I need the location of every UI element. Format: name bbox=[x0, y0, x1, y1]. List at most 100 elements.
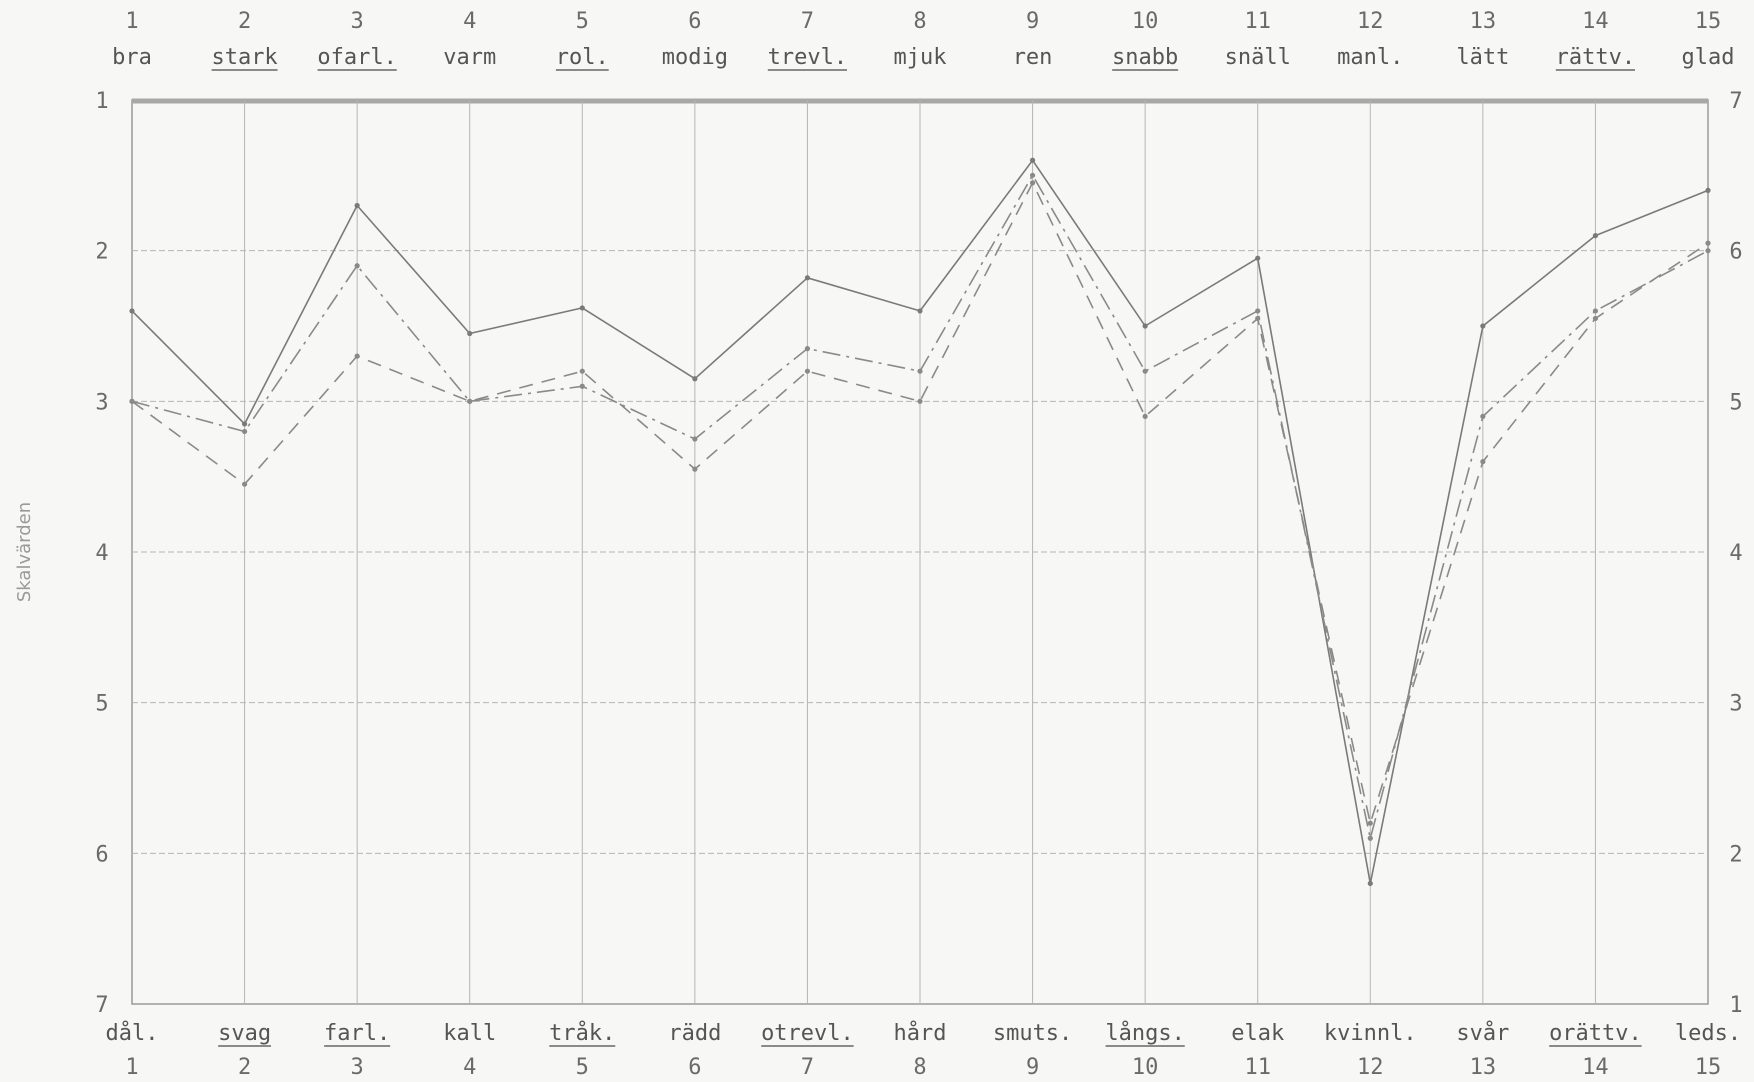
top-number: 12 bbox=[1357, 9, 1384, 34]
data-point-solid bbox=[129, 308, 135, 314]
top-word: rol. bbox=[556, 45, 609, 70]
bottom-number: 14 bbox=[1582, 1055, 1609, 1080]
data-point-dash-dot bbox=[354, 263, 360, 269]
data-point-dashed bbox=[692, 466, 698, 472]
bottom-word: tråk. bbox=[549, 1020, 615, 1046]
bottom-number: 12 bbox=[1357, 1055, 1384, 1080]
data-point-solid bbox=[1705, 187, 1711, 193]
data-point-dashed bbox=[241, 481, 248, 487]
bottom-number: 6 bbox=[688, 1055, 701, 1080]
top-word: snabb bbox=[1112, 45, 1178, 70]
bottom-number: 15 bbox=[1695, 1055, 1722, 1080]
top-number: 9 bbox=[1026, 9, 1039, 34]
data-point-dashed bbox=[917, 398, 923, 404]
top-word: modig bbox=[662, 45, 728, 70]
data-point-dashed bbox=[804, 368, 811, 374]
data-point-solid bbox=[692, 376, 698, 382]
data-point-solid bbox=[1592, 233, 1599, 239]
top-number: 10 bbox=[1132, 9, 1159, 34]
top-number: 1 bbox=[125, 9, 138, 34]
top-number: 2 bbox=[238, 9, 251, 34]
bottom-number: 4 bbox=[463, 1055, 476, 1080]
bottom-number: 9 bbox=[1026, 1055, 1039, 1080]
data-point-dashed bbox=[129, 398, 135, 404]
data-point-dash-dot bbox=[1367, 835, 1373, 841]
data-point-solid bbox=[1480, 323, 1486, 329]
series-layer bbox=[129, 157, 1711, 887]
top-word: glad bbox=[1682, 45, 1735, 70]
data-point-dash-dot bbox=[241, 428, 248, 435]
bottom-number: 2 bbox=[238, 1055, 251, 1080]
bottom-word: orättv. bbox=[1549, 1021, 1642, 1046]
data-point-dashed bbox=[354, 353, 360, 359]
bottom-word: långs. bbox=[1105, 1020, 1184, 1046]
bottom-word: svag bbox=[218, 1021, 271, 1046]
bottom-number: 1 bbox=[125, 1055, 138, 1080]
top-number: 14 bbox=[1582, 9, 1609, 34]
data-point-solid bbox=[579, 305, 585, 311]
top-word: stark bbox=[211, 45, 277, 70]
top-number: 11 bbox=[1244, 9, 1271, 34]
y-tick-left: 3 bbox=[95, 390, 108, 415]
bottom-word: elak bbox=[1231, 1021, 1284, 1046]
top-word: snäll bbox=[1225, 45, 1291, 70]
data-point-dashed bbox=[1705, 240, 1711, 246]
bottom-word: kvinnl. bbox=[1324, 1021, 1417, 1046]
data-point-dashed bbox=[1029, 180, 1036, 186]
data-point-dash-dot bbox=[579, 383, 585, 389]
y-tick-right: 7 bbox=[1729, 89, 1742, 114]
top-number: 4 bbox=[463, 9, 476, 34]
bottom-word: farl. bbox=[324, 1021, 390, 1046]
bottom-number: 5 bbox=[576, 1055, 589, 1080]
data-point-dashed bbox=[1480, 459, 1486, 465]
bottom-number: 3 bbox=[351, 1055, 364, 1080]
top-word: varm bbox=[443, 45, 496, 70]
top-number: 13 bbox=[1470, 9, 1497, 34]
data-point-dash-dot bbox=[804, 346, 811, 352]
data-point-dash-dot bbox=[1029, 172, 1036, 178]
bottom-word: hård bbox=[894, 1020, 947, 1046]
top-number: 5 bbox=[576, 9, 589, 34]
data-point-dashed bbox=[1592, 315, 1599, 322]
y-tick-right: 2 bbox=[1729, 842, 1742, 867]
bottom-number: 11 bbox=[1244, 1055, 1271, 1080]
y-tick-right: 6 bbox=[1729, 240, 1742, 265]
data-point-solid bbox=[1367, 880, 1373, 887]
data-point-solid bbox=[1029, 157, 1036, 163]
series-line-dashed bbox=[131, 182, 1709, 825]
y-tick-left: 7 bbox=[95, 993, 108, 1018]
bottom-word: svår bbox=[1456, 1020, 1509, 1046]
grid-layer bbox=[131, 98, 1709, 1005]
bottom-word: leds. bbox=[1675, 1021, 1741, 1046]
top-number: 15 bbox=[1695, 9, 1722, 34]
y-axis-label: Skalvärden bbox=[14, 502, 35, 602]
data-point-dash-dot bbox=[692, 436, 698, 442]
bottom-word: dål. bbox=[106, 1020, 159, 1046]
data-point-solid bbox=[917, 308, 923, 314]
data-point-dash-dot bbox=[1592, 308, 1599, 314]
bottom-word: otrevl. bbox=[761, 1021, 854, 1046]
top-number: 8 bbox=[913, 9, 926, 34]
bottom-number: 13 bbox=[1470, 1055, 1497, 1080]
y-tick-right: 1 bbox=[1729, 993, 1742, 1018]
y-tick-right: 5 bbox=[1729, 390, 1742, 415]
top-number: 3 bbox=[351, 9, 364, 34]
data-point-dashed bbox=[467, 398, 473, 404]
top-word: mjuk bbox=[894, 45, 947, 70]
data-point-solid bbox=[354, 202, 360, 209]
data-point-dash-dot bbox=[1142, 368, 1148, 374]
bottom-word: rädd bbox=[668, 1021, 721, 1046]
top-word: ofarl. bbox=[317, 45, 396, 70]
data-point-dash-dot bbox=[1705, 248, 1711, 254]
top-word: trevl. bbox=[768, 45, 847, 70]
top-number: 7 bbox=[801, 9, 814, 34]
data-point-solid bbox=[241, 421, 248, 427]
bottom-number: 7 bbox=[801, 1055, 814, 1080]
y-tick-left: 1 bbox=[95, 89, 108, 114]
data-point-dash-dot bbox=[1480, 413, 1486, 419]
data-point-solid bbox=[804, 275, 811, 281]
bottom-word: smuts. bbox=[993, 1021, 1072, 1046]
bottom-number: 8 bbox=[913, 1055, 926, 1080]
data-point-dash-dot bbox=[1255, 308, 1261, 314]
top-number: 6 bbox=[688, 9, 701, 34]
